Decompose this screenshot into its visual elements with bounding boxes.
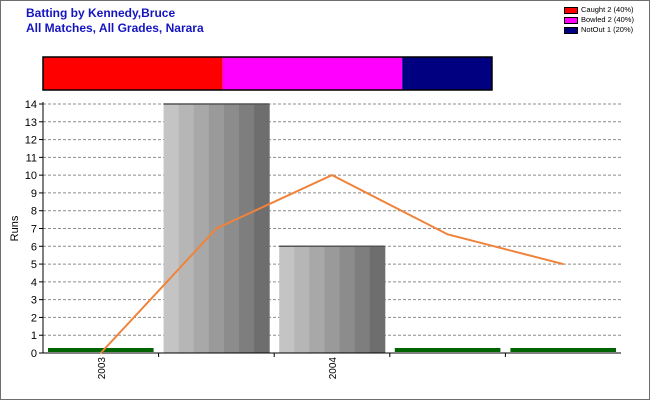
bar-zero-marker bbox=[394, 348, 501, 352]
y-tick-label: 3 bbox=[31, 295, 37, 307]
y-tick-label: 11 bbox=[26, 152, 37, 164]
y-tick-label: 12 bbox=[25, 135, 37, 147]
line-point bbox=[331, 174, 333, 176]
y-tick-label: 6 bbox=[31, 241, 37, 253]
legend-swatch-bowled bbox=[564, 17, 578, 24]
y-axis-title: Runs bbox=[9, 215, 21, 241]
bar bbox=[279, 245, 386, 353]
y-tick-label: 8 bbox=[31, 206, 37, 218]
line-point bbox=[562, 263, 564, 265]
bar-zero-marker bbox=[48, 348, 154, 352]
bar-zero-marker bbox=[510, 348, 616, 352]
legend-swatch-notout bbox=[564, 27, 578, 34]
dismissal-segment-caught bbox=[43, 57, 223, 90]
chart-title: Batting by Kennedy,Bruce bbox=[26, 6, 176, 20]
y-tick-label: 10 bbox=[25, 170, 37, 182]
x-tick-label: 2003 bbox=[97, 357, 108, 380]
y-tick-label: 7 bbox=[31, 224, 37, 236]
chart-subtitle: All Matches, All Grades, Narara bbox=[26, 21, 204, 35]
dismissal-segment-notout bbox=[402, 57, 492, 90]
dismissal-bar-border bbox=[42, 56, 493, 91]
legend-swatch-caught bbox=[564, 7, 578, 14]
y-tick-label: 4 bbox=[31, 277, 37, 289]
line-point bbox=[215, 227, 218, 230]
y-tick-label: 9 bbox=[31, 188, 37, 200]
y-tick-label: 1 bbox=[31, 330, 37, 342]
y-tick-label: 0 bbox=[31, 348, 37, 360]
y-tick-label: 5 bbox=[31, 259, 37, 271]
x-tick-label: 2004 bbox=[328, 357, 339, 380]
y-tick-label: 14 bbox=[25, 99, 37, 111]
line-point bbox=[100, 352, 102, 354]
y-tick-label: 2 bbox=[31, 312, 37, 324]
legend-label-bowled: Bowled 2 (40%) bbox=[581, 15, 634, 24]
legend-label-caught: Caught 2 (40%) bbox=[581, 5, 634, 14]
line-point bbox=[446, 233, 449, 236]
y-tick-label: 13 bbox=[25, 117, 37, 129]
legend-label-notout: NotOut 1 (20%) bbox=[581, 25, 634, 34]
dismissal-segment-bowled bbox=[222, 57, 403, 90]
